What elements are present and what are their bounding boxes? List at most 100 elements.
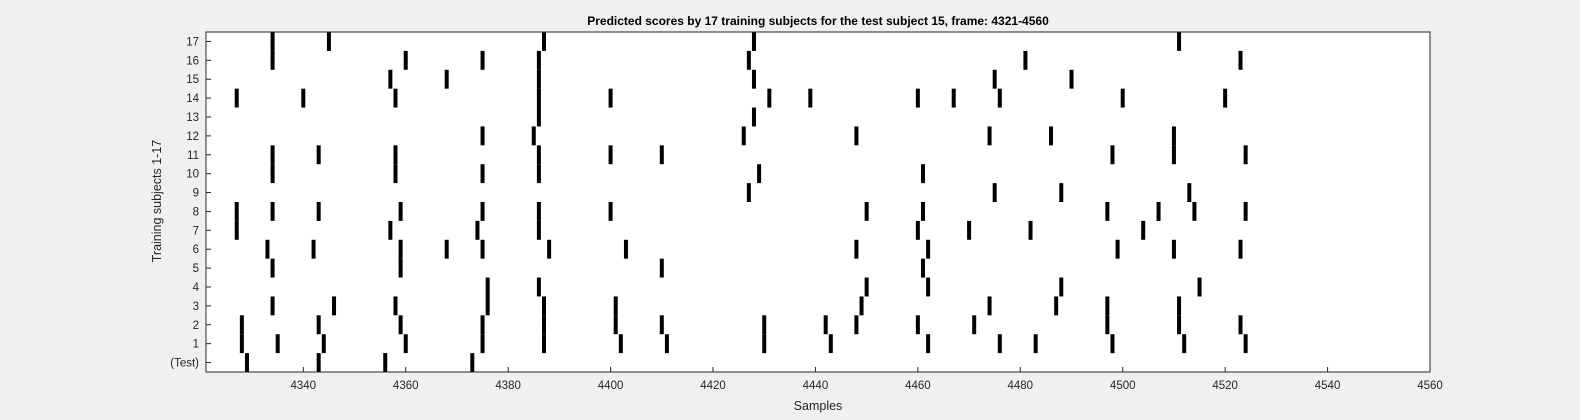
score-mark [751, 69, 756, 89]
score-mark [321, 334, 326, 354]
score-mark [480, 202, 485, 221]
score-mark [301, 88, 306, 108]
x-axis-label: Samples [794, 399, 843, 413]
x-tick-label: 4360 [393, 380, 419, 392]
score-mark [1115, 239, 1120, 259]
score-mark [234, 88, 239, 108]
score-mark [542, 32, 547, 51]
score-mark [746, 50, 751, 70]
x-tick-label: 4400 [598, 380, 624, 392]
score-mark [239, 334, 244, 354]
score-mark [244, 353, 249, 372]
score-mark [536, 107, 541, 127]
score-mark [997, 88, 1002, 108]
score-mark [746, 183, 751, 202]
score-mark [239, 315, 244, 335]
score-mark [270, 32, 275, 51]
score-mark [915, 220, 920, 240]
score-mark [1028, 220, 1033, 240]
score-mark [659, 145, 664, 165]
score-mark [275, 334, 280, 354]
score-mark [326, 32, 331, 51]
score-mark [997, 334, 1002, 354]
score-mark [1243, 202, 1248, 221]
plot-frame [205, 31, 1431, 373]
score-mark [1171, 126, 1176, 146]
score-mark [270, 164, 275, 184]
score-mark [741, 126, 746, 146]
y-tick-label: 14 [186, 93, 199, 105]
score-mark [1243, 334, 1248, 354]
score-mark [920, 202, 925, 221]
y-tick-label: 1 [193, 339, 199, 351]
score-mark [547, 239, 552, 259]
score-mark [316, 315, 321, 335]
score-mark [920, 164, 925, 184]
score-mark [1182, 334, 1187, 354]
y-tick-label: (Test) [170, 358, 199, 370]
score-mark [316, 202, 321, 221]
score-mark [854, 239, 859, 259]
score-mark [393, 145, 398, 165]
score-mark [388, 220, 393, 240]
score-mark [536, 69, 541, 89]
y-tick-label: 12 [186, 131, 199, 143]
score-mark [270, 258, 275, 278]
score-mark [859, 296, 864, 316]
score-mark [531, 126, 536, 146]
score-mark [608, 145, 613, 165]
score-mark [854, 126, 859, 146]
score-mark [1177, 32, 1182, 51]
score-mark [536, 220, 541, 240]
score-mark [536, 277, 541, 297]
y-tick-label: 17 [186, 36, 199, 48]
score-mark [808, 88, 813, 108]
score-mark [316, 353, 321, 372]
score-mark [951, 88, 956, 108]
x-tick-label: 4420 [700, 380, 726, 392]
score-mark [393, 164, 398, 184]
x-tick-label: 4540 [1315, 380, 1341, 392]
score-mark [864, 202, 869, 221]
score-mark [234, 202, 239, 221]
score-mark [1238, 239, 1243, 259]
y-tick-label: 2 [193, 320, 199, 332]
score-mark [1049, 126, 1054, 146]
score-mark [475, 220, 480, 240]
y-tick-label: 3 [193, 301, 199, 313]
score-mark [1192, 202, 1197, 221]
chart-title: Predicted scores by 17 training subjects… [587, 14, 1049, 28]
score-mark [757, 164, 762, 184]
score-mark [234, 220, 239, 240]
y-tick-label: 9 [193, 188, 199, 200]
score-mark [1110, 145, 1115, 165]
score-mark [987, 296, 992, 316]
score-mark [987, 126, 992, 146]
x-tick-label: 4460 [905, 380, 931, 392]
score-mark [926, 334, 931, 354]
score-mark [536, 164, 541, 184]
score-mark [1141, 220, 1146, 240]
score-mark [332, 296, 337, 316]
y-axis-label: Training subjects 1-17 [150, 140, 164, 263]
score-mark [972, 315, 977, 335]
score-mark [1197, 277, 1202, 297]
score-mark [393, 88, 398, 108]
score-mark [664, 334, 669, 354]
score-mark [751, 32, 756, 51]
score-mark [1177, 296, 1182, 316]
score-mark [398, 258, 403, 278]
x-tick-label: 4520 [1212, 380, 1238, 392]
score-mark [1059, 277, 1064, 297]
score-mark [926, 277, 931, 297]
score-mark [915, 315, 920, 335]
score-mark [762, 315, 767, 335]
y-tick-label: 7 [193, 225, 199, 237]
x-tick-label: 4340 [291, 380, 317, 392]
score-mark [1105, 202, 1110, 221]
score-mark [828, 334, 833, 354]
score-mark [659, 315, 664, 335]
score-mark [536, 88, 541, 108]
score-mark [270, 296, 275, 316]
